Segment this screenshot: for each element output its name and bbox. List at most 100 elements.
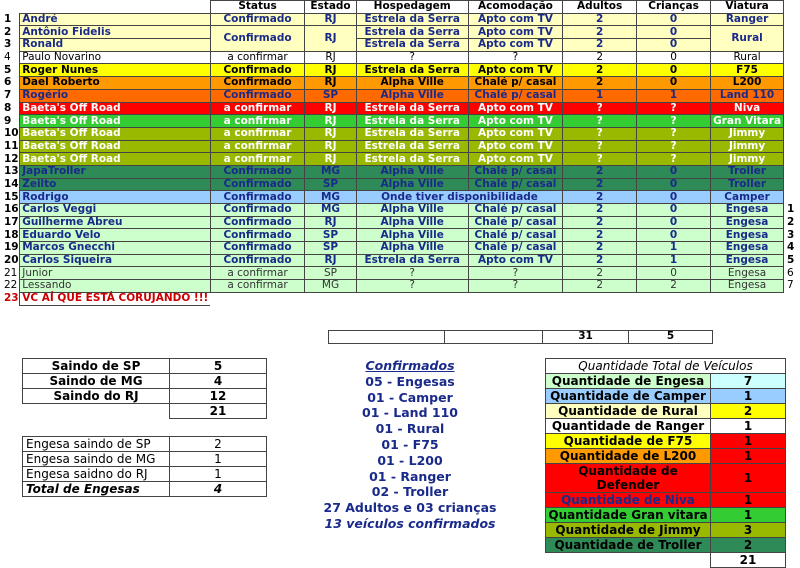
hospedagem-cell: ? — [355, 266, 469, 281]
viatura-cell: Troller — [710, 177, 785, 192]
viatura-cell: Engesa — [710, 228, 785, 243]
vehicle-label: Quantidade Gran vitara — [545, 507, 711, 523]
participant-name: JapaTroller — [19, 164, 211, 179]
vehicle-label: Quantidade de Niva — [545, 492, 711, 508]
estado-cell: RJ — [304, 12, 357, 27]
adultos-cell: 2 — [562, 25, 638, 40]
viatura-cell: Engesa — [710, 266, 785, 281]
hospedagem-cell: Estrela da Serra — [355, 101, 469, 116]
criancas-cell: 0 — [636, 25, 712, 40]
engesa-label: Engesa saidno do RJ — [22, 466, 170, 482]
saindo-total-row: 21 — [23, 403, 267, 419]
saindo-table: Saindo de SP 5 Saindo de MG 4 Saindo do RJ 12… — [22, 358, 267, 419]
header-spacer — [19, 0, 211, 14]
adultos-cell: 2 — [562, 279, 638, 293]
acomodacao-cell: Apto com TV — [467, 38, 564, 52]
estado-cell: RJ — [304, 63, 357, 78]
acomodacao-cell: Apto com TV — [467, 139, 564, 154]
participant-name: Carlos Veggi — [19, 203, 211, 217]
hospedagem-cell: Estrela da Serra — [355, 253, 469, 268]
criancas-cell: ? — [636, 101, 712, 116]
criancas-cell: 0 — [636, 63, 712, 78]
engesa-table: Engesa saindo de SP 2 Engesa saindo de MG 1… — [22, 436, 267, 497]
vehicle-label: Quantidade de Camper — [545, 388, 711, 404]
empty-cell — [546, 553, 711, 568]
vehicles-table: Quantidade Total de Veículos Quantidade … — [545, 358, 786, 568]
acomodacao-cell: ? — [467, 50, 564, 65]
confirmados-title: Confirmados — [365, 358, 455, 373]
participant-name: Roger Nunes — [19, 63, 211, 78]
adultos-cell: 2 — [562, 253, 638, 268]
row-number: 21 — [4, 266, 18, 279]
engesa-index: 6 — [787, 266, 794, 279]
vehicles-total: 21 — [710, 552, 786, 568]
adultos-cell: ? — [562, 114, 638, 128]
saindo-row: Saindo do RJ 12 — [22, 388, 267, 404]
saindo-label: Saindo de MG — [22, 373, 170, 389]
hospedagem-cell: Alpha Ville — [355, 215, 469, 230]
vehicle-label: Quantidade de Defender — [545, 463, 711, 493]
totals-blank — [328, 330, 445, 344]
status-cell: a confirmar — [209, 139, 306, 154]
row-number: 11 — [4, 140, 19, 152]
confirmados-item: 05 - Engesas — [365, 373, 455, 389]
hospedagem-cell: Estrela da Serra — [355, 152, 469, 166]
vehicle-value: 1 — [710, 418, 786, 434]
table-row: 9 Baeta's Off Road a confirmar RJ Estrela da… — [0, 114, 800, 128]
row-number: 6 — [4, 76, 12, 89]
saindo-row: Saindo de MG 4 — [22, 373, 267, 389]
confirmados-item: 01 - Land 110 — [362, 405, 458, 421]
total-criancas: 5 — [628, 330, 713, 344]
totals-row: 31 5 — [328, 330, 713, 344]
vehicle-value: 3 — [710, 522, 786, 538]
adultos-cell: 2 — [562, 63, 638, 78]
engesa-label: Engesa saindo de MG — [22, 451, 170, 467]
participant-name: Dael Roberto — [19, 76, 211, 90]
viatura-cell: Engesa — [710, 279, 785, 293]
criancas-cell: ? — [636, 126, 712, 141]
adultos-cell: 2 — [562, 190, 638, 204]
hospedagem-cell: Estrela da Serra — [355, 126, 469, 141]
confirmados-item: 01 - Camper — [367, 389, 453, 405]
acomodacao-cell: Chalé p/ casal — [467, 88, 564, 103]
vehicle-label: Quantidade de F75 — [545, 433, 711, 449]
empty-cell — [23, 404, 170, 419]
engesa-index — [784, 292, 800, 305]
status-cell: Confirmado — [209, 177, 306, 192]
estado-cell: SP — [304, 177, 357, 192]
acomodacao-cell: Chalé p/ casal — [467, 215, 564, 230]
status-cell: Confirmado — [209, 76, 306, 90]
estado-cell: RJ — [304, 50, 357, 65]
criancas-cell: 0 — [636, 228, 712, 243]
table-row: 22 Lessando a confirmar MG?? 2 2 Engesa 7 — [0, 279, 800, 293]
status-cell: a confirmar — [209, 266, 306, 281]
engesa-index: 1 — [787, 203, 795, 216]
table-row: 13 JapaTroller Confirmado MG Alpha Ville Chal… — [0, 164, 800, 179]
vehicle-count-row: Quantidade de Rural 2 — [545, 403, 786, 419]
header-spacer — [0, 0, 20, 14]
header-hospedagem: Hospedagem — [355, 0, 469, 14]
row-number: 19 — [4, 241, 19, 254]
criancas-cell: 0 — [636, 12, 712, 27]
acomodacao-cell: ? — [467, 279, 564, 293]
engesa-index — [784, 39, 800, 52]
row-number: 22 — [4, 279, 18, 292]
totals-blank — [444, 330, 543, 344]
row-number: 16 — [4, 203, 19, 216]
criancas-cell: ? — [636, 114, 712, 128]
viatura-cell: Land 110 — [710, 88, 785, 103]
engesa-index — [784, 89, 800, 102]
acomodacao-cell: Chalé p/ casal — [467, 76, 564, 90]
table-row: 15 Rodrigo Confirmado MG Onde tiver disponib… — [0, 190, 800, 204]
engesa-value: 2 — [169, 436, 267, 452]
row-number: 7 — [4, 89, 12, 102]
adultos-cell: 1 — [562, 88, 638, 103]
participant-name: Eduardo Velo — [19, 228, 211, 243]
row-number: 3 — [4, 38, 12, 51]
saindo-total: 21 — [169, 403, 267, 419]
acomodacao-cell: ? — [467, 266, 564, 281]
engesa-index: 2 — [787, 216, 795, 229]
table-row: 10 Baeta's Off Road a confirmar RJ Estrela d… — [0, 126, 800, 141]
status-cell: Confirmado — [209, 253, 306, 268]
adultos-cell: 2 — [562, 177, 638, 192]
